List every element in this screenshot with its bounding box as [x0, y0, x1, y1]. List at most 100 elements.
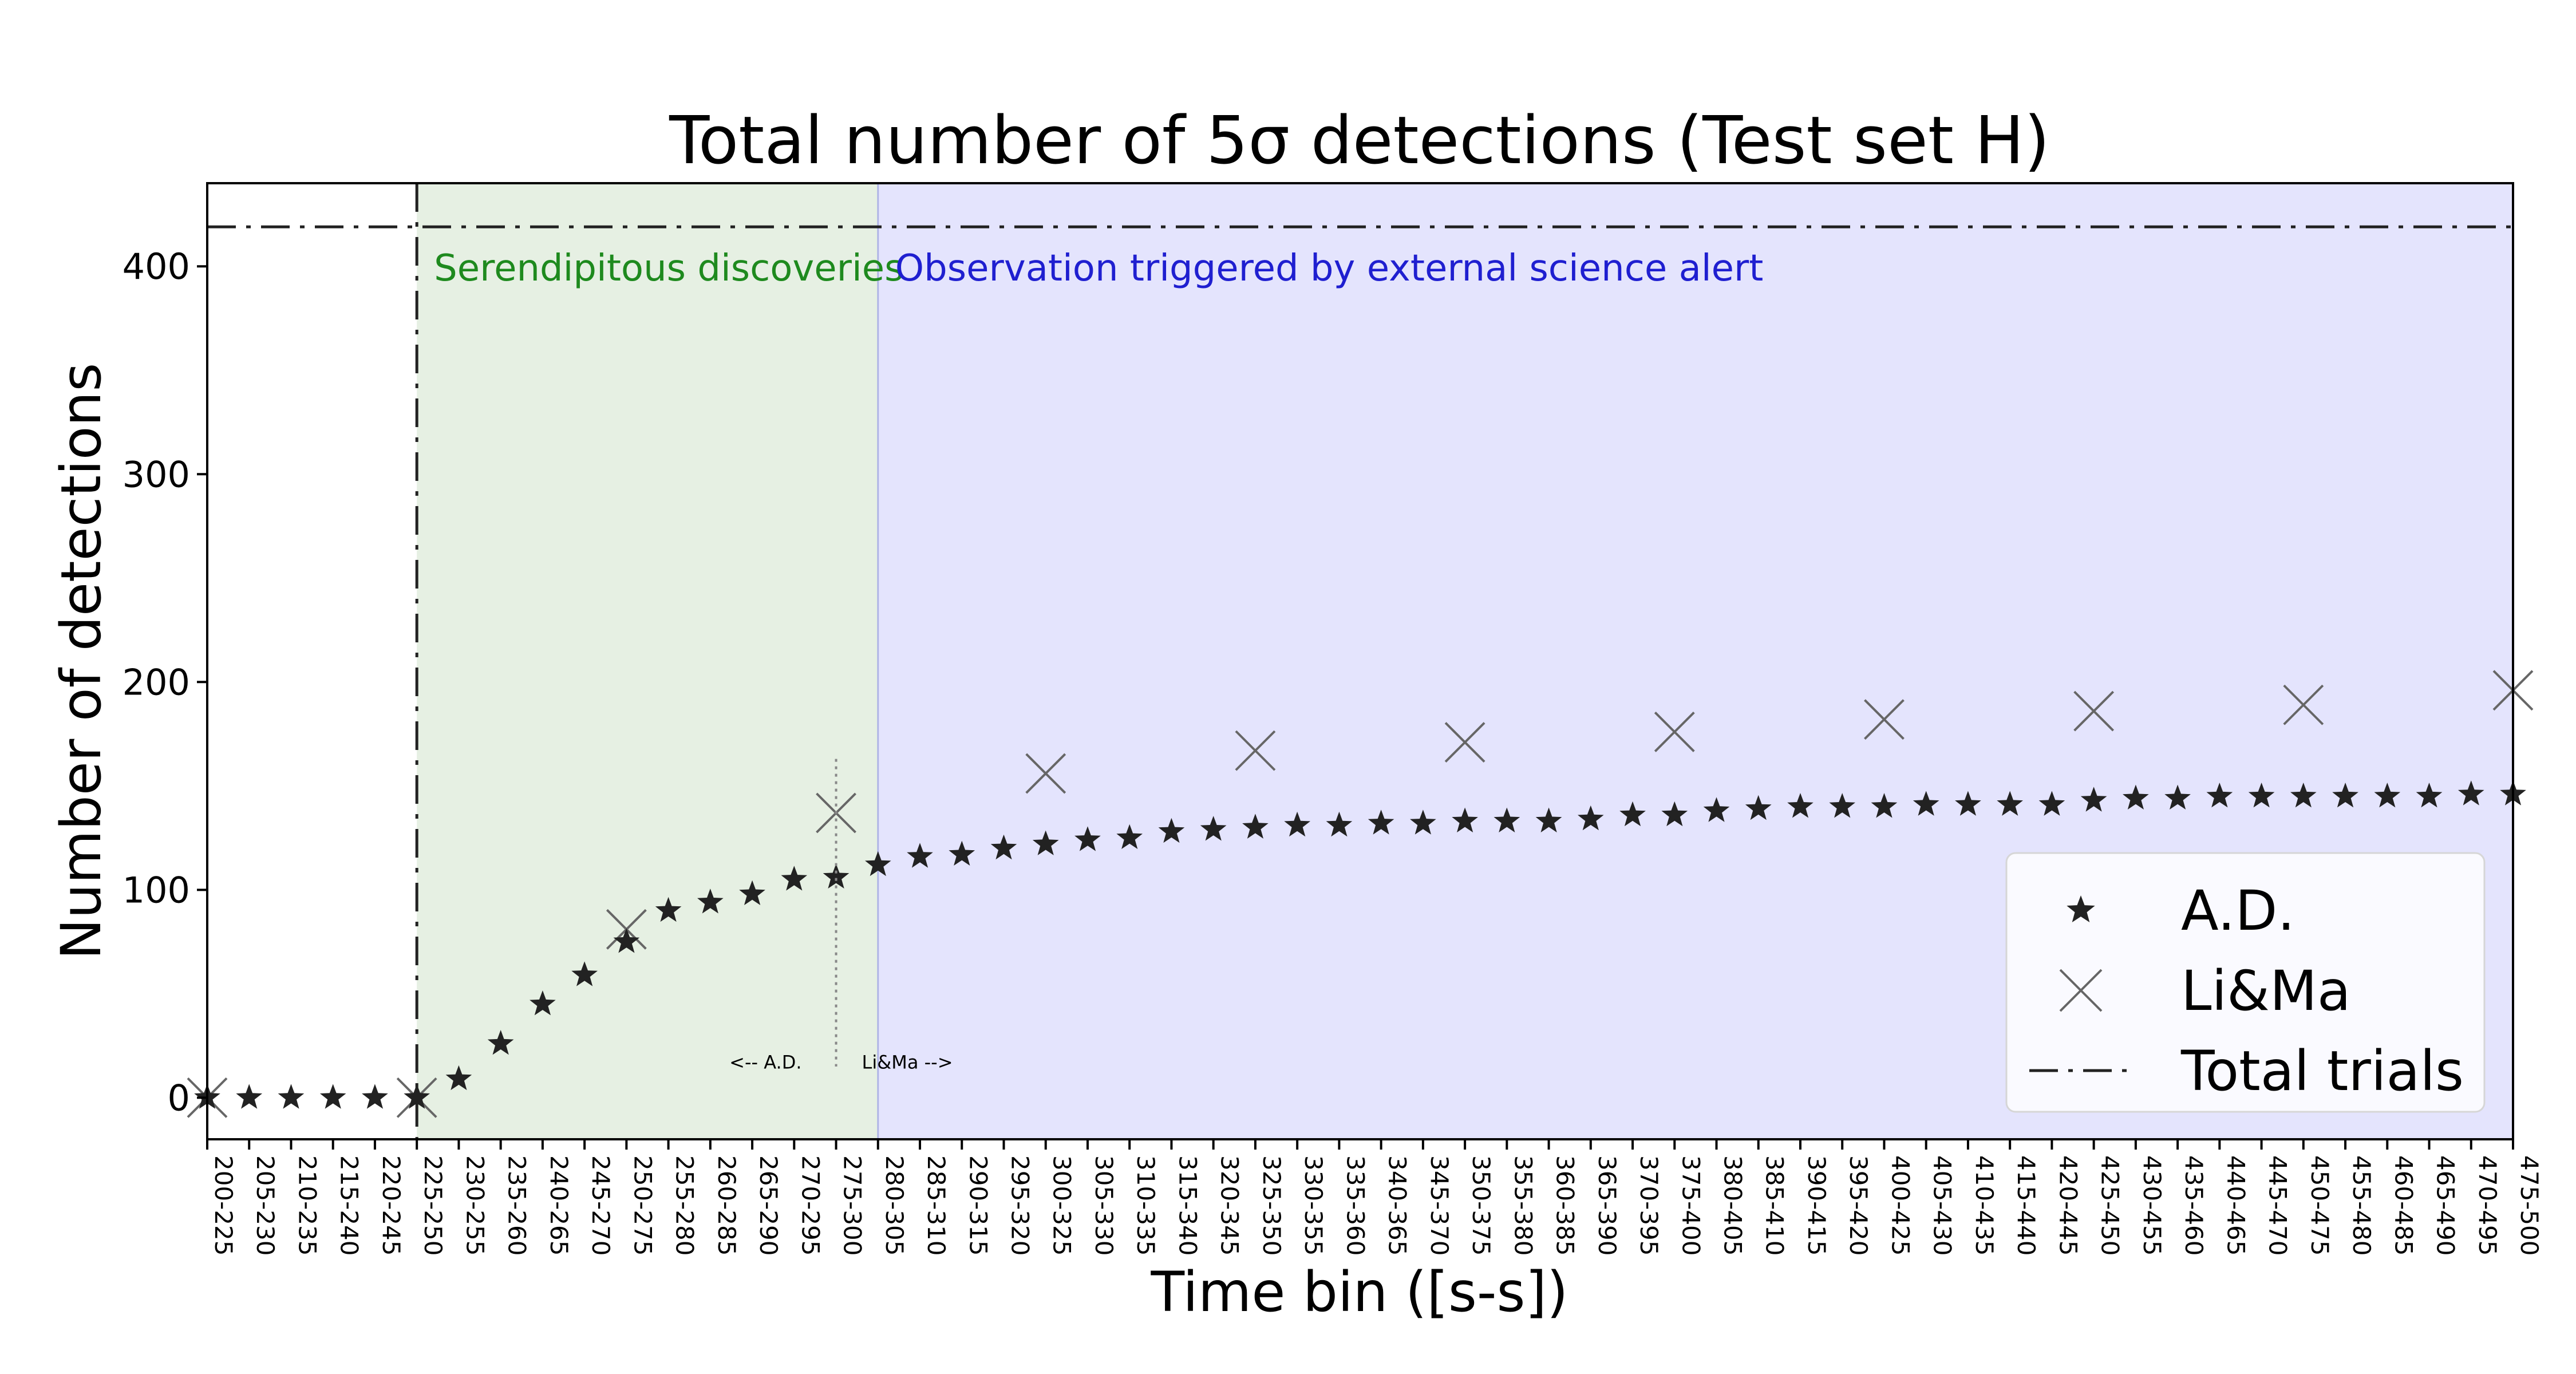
- ad-point: [445, 1065, 472, 1091]
- x-tick-label: 285-310: [922, 1155, 950, 1256]
- ad-point: [1452, 807, 1478, 832]
- x-tick-label: 455-480: [2348, 1155, 2376, 1256]
- x-tick-label: 225-250: [419, 1155, 447, 1256]
- x-tick-label: 200-225: [210, 1155, 238, 1256]
- x-tick-label: 335-360: [1341, 1155, 1369, 1256]
- x-tick-label: 345-370: [1425, 1155, 1453, 1256]
- ad-point: [1955, 791, 1981, 816]
- ad-point: [1200, 816, 1227, 841]
- x-tick-label: 210-235: [293, 1155, 321, 1256]
- ad-point: [2164, 784, 2191, 810]
- ad-point: [530, 990, 556, 1016]
- x-tick-label: 240-265: [545, 1155, 573, 1256]
- ad-point: [1242, 814, 1269, 839]
- ad-point: [1032, 830, 1059, 855]
- x-tick-label: 415-440: [2012, 1155, 2040, 1256]
- x-tick-label: 425-450: [2096, 1155, 2124, 1256]
- x-tick-label: 445-470: [2264, 1155, 2292, 1256]
- ad-point: [1829, 793, 1855, 818]
- ad-point: [1661, 801, 1688, 827]
- ad-point: [2123, 784, 2149, 810]
- y-tick-label: 100: [123, 869, 190, 911]
- lima-point: [1025, 753, 1066, 794]
- ad-point: [1284, 811, 1310, 837]
- region-label-1: Observation triggered by external scienc…: [895, 247, 1764, 290]
- lima-point: [1654, 712, 1695, 752]
- x-tick-label: 460-485: [2389, 1155, 2417, 1256]
- lima-point: [2073, 690, 2115, 732]
- ad-point: [1158, 818, 1185, 843]
- x-tick-label: 355-380: [1509, 1155, 1537, 1256]
- legend-label: A.D.: [2181, 879, 2295, 943]
- x-tick-label: 420-445: [2054, 1155, 2082, 1256]
- x-tick-label: 360-385: [1551, 1155, 1579, 1256]
- x-tick-label: 215-240: [335, 1155, 364, 1256]
- lima-point: [1444, 722, 1485, 763]
- x-tick-label: 230-255: [461, 1155, 489, 1256]
- legend-lima-marker: [2059, 969, 2103, 1012]
- ad-point: [236, 1084, 263, 1109]
- ad-point: [2416, 783, 2443, 808]
- ad-point: [1326, 811, 1353, 837]
- x-tick-label: 375-400: [1677, 1155, 1705, 1256]
- x-tick-label: 235-260: [503, 1155, 531, 1256]
- ad-point: [2248, 783, 2275, 808]
- x-tick-label: 305-330: [1090, 1155, 1118, 1256]
- x-tick-label: 320-345: [1216, 1155, 1244, 1256]
- ad-point: [571, 961, 598, 986]
- y-axis: 0 100 200 300 400: [123, 246, 207, 1119]
- ad-point: [1619, 801, 1646, 827]
- x-tick-label: 325-350: [1258, 1155, 1286, 1256]
- ad-point: [1116, 824, 1143, 849]
- annotation-right: Li&Ma -->: [862, 1052, 953, 1073]
- ad-point: [781, 866, 808, 891]
- ad-point: [739, 880, 765, 905]
- x-tick-label: 470-495: [2474, 1155, 2502, 1256]
- ad-point: [1368, 810, 1394, 835]
- y-axis-label: Number of detections: [49, 363, 113, 960]
- ad-point: [2206, 783, 2233, 808]
- legend-ad-marker: [2067, 895, 2095, 922]
- ad-point: [2332, 783, 2358, 808]
- x-tick-label: 380-405: [1719, 1155, 1747, 1256]
- ad-point: [949, 840, 975, 866]
- x-tick-label: 405-430: [1929, 1155, 1957, 1256]
- ad-point: [697, 889, 724, 914]
- ad-point: [1494, 807, 1520, 832]
- x-tick-label: 310-335: [1132, 1155, 1160, 1256]
- plot-frame: [206, 182, 2514, 1140]
- x-tick-label: 245-270: [587, 1155, 615, 1256]
- y-tick-label: 200: [123, 661, 190, 703]
- region-serendipitous: [417, 183, 878, 1139]
- ad-point: [655, 897, 682, 922]
- x-tick-label: 450-475: [2306, 1155, 2334, 1256]
- y-tick-label: 0: [168, 1077, 190, 1119]
- x-tick-label: 330-355: [1299, 1155, 1327, 1256]
- ad-point: [2458, 780, 2484, 806]
- ad-point: [2080, 787, 2107, 812]
- reference-lines: [207, 183, 2513, 1139]
- x-tick-label: 270-295: [796, 1155, 824, 1256]
- x-tick-label: 400-425: [1886, 1155, 1914, 1256]
- ad-point: [362, 1084, 388, 1109]
- x-tick-label: 385-410: [1761, 1155, 1789, 1256]
- chart-title: Total number of 5σ detections (Test set …: [669, 102, 2050, 179]
- legend-label: Total trials: [2180, 1039, 2464, 1103]
- legend-box: [2005, 852, 2486, 1113]
- x-tick-label: 465-490: [2432, 1155, 2460, 1256]
- annotations: <-- A.D. Li&Ma -->: [729, 759, 953, 1073]
- ad-point: [1913, 791, 1939, 816]
- x-tick-label: 440-465: [2222, 1155, 2250, 1256]
- x-tick-label: 390-415: [1803, 1155, 1831, 1256]
- ad-point: [613, 928, 640, 953]
- x-tick-label: 395-420: [1844, 1155, 1872, 1256]
- y-tick-label: 400: [123, 246, 190, 287]
- ad-point: [2374, 783, 2401, 808]
- region-label-0: Serendipitous discoveries: [434, 247, 903, 290]
- ad-point: [404, 1084, 430, 1109]
- x-tick-label: 315-340: [1174, 1155, 1202, 1256]
- ad-point: [1703, 797, 1730, 822]
- x-axis-label: Time bin ([s-s]): [1151, 1260, 1568, 1324]
- x-tick-label: 295-320: [1006, 1155, 1034, 1256]
